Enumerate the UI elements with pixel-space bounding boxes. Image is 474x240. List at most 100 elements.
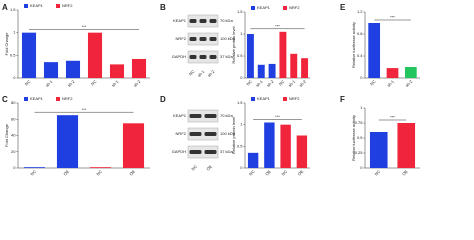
legend-label: NRF2 [289,96,300,101]
legend-swatch [56,4,60,8]
legend-swatch [283,97,287,101]
blot-label: GAPDH [172,149,186,154]
lane-label: sh-1 [196,68,206,78]
bar [247,152,259,168]
bar [246,34,254,78]
y-axis-label: Relative protein level [231,26,236,63]
bar [264,122,275,168]
x-tick-label: NC [374,169,382,177]
bar [268,63,276,78]
panel-letter: D [160,95,166,104]
x-tick-label: OE [401,169,409,177]
y-tick-label: 1 [360,105,363,110]
legend-swatch [24,97,28,101]
bar [43,62,59,78]
blot-band [204,114,217,118]
blot-band [209,55,217,59]
significance: *** [82,24,87,29]
bar [280,124,291,168]
x-tick-label: sh-2 [266,78,276,88]
blot-strip [187,109,219,123]
panel-letter: F [340,95,345,104]
x-tick-label: OE [62,169,70,177]
y-tick-label: 1 [240,122,243,127]
blot-label: KEAP1 [173,18,187,23]
significance: *** [390,15,395,20]
x-tick-label: OE [264,169,272,177]
significance: *** [275,23,280,28]
bar [65,60,81,78]
blot-band [189,19,197,23]
bar [279,31,287,78]
blot-label: GAPDH [172,54,186,59]
y-tick-label: 20 [11,149,16,154]
y-tick-label: 0.25 [355,150,364,155]
blot-size: 70 kDa [220,113,233,118]
y-tick-label: 0.5 [10,52,16,57]
bar [290,53,298,78]
x-tick-label: sh-2 [66,78,76,88]
x-tick-label: sh-1 [386,78,396,88]
y-tick-label: 0.4 [357,53,363,58]
x-tick-label: NC [278,79,286,87]
blot-band [199,55,207,59]
x-tick-label: NC [95,169,103,177]
legend-label: NRF2 [62,3,73,8]
blot-band [204,132,217,136]
x-tick-label: NC [29,169,37,177]
bar [368,23,381,78]
legend-label: KEAP1 [30,3,44,8]
blot-label: KEAP1 [173,113,187,118]
significance: *** [390,115,395,120]
bar [56,115,79,168]
blot-label: NRF2 [176,36,187,41]
x-tick-label: sh-2 [298,78,308,88]
y-tick-label: 0 [360,75,363,80]
x-tick-label: sh-2 [132,78,142,88]
y-tick-label: 0 [240,75,243,80]
y-axis-label: Fold Change [4,32,9,56]
blot-band [209,19,217,23]
panel-letter: C [2,95,8,104]
bar [369,132,388,168]
y-tick-label: 40 [11,133,16,138]
blot-strip [187,127,219,141]
panel-letter: E [340,3,346,12]
blot-band [189,150,202,154]
y-tick-label: 0 [360,165,363,170]
bar [122,123,145,168]
y-tick-label: 1.5 [237,100,243,105]
y-tick-label: 60 [11,116,16,121]
bar [23,167,46,168]
lane-label: NC [188,69,196,77]
y-tick-label: 1 [240,31,243,36]
x-tick-label: sh-1 [287,78,297,88]
bar [404,67,417,78]
panel-letter: A [2,3,8,12]
y-axis-label: Relative protein level [231,117,236,154]
legend-swatch [24,4,28,8]
y-tick-label: 0 [13,165,16,170]
legend-label: NRF2 [289,5,300,10]
x-tick-label: NC [369,79,377,87]
x-tick-label: sh-2 [404,78,414,88]
blot-size: 70 kDa [220,18,233,23]
y-tick-label: 0.5 [357,135,363,140]
blot-size: 37 kDa [220,149,233,154]
x-tick-label: OE [128,169,136,177]
y-axis-label: Relative luciferase activity [351,115,356,161]
blot-size: 100 kDa [220,36,236,41]
bar [87,32,103,78]
y-tick-label: 0.75 [355,120,364,125]
y-tick-label: 0.5 [237,53,243,58]
y-tick-label: 1 [13,30,16,35]
legend-swatch [251,6,255,10]
blot-band [189,132,202,136]
significance: *** [82,107,87,112]
legend-label: KEAP1 [257,5,271,10]
lane-label: sh-2 [206,68,216,78]
x-tick-label: sh-1 [44,78,54,88]
blot-band [189,55,197,59]
y-axis-label: Relative luciferase activity [351,22,356,68]
